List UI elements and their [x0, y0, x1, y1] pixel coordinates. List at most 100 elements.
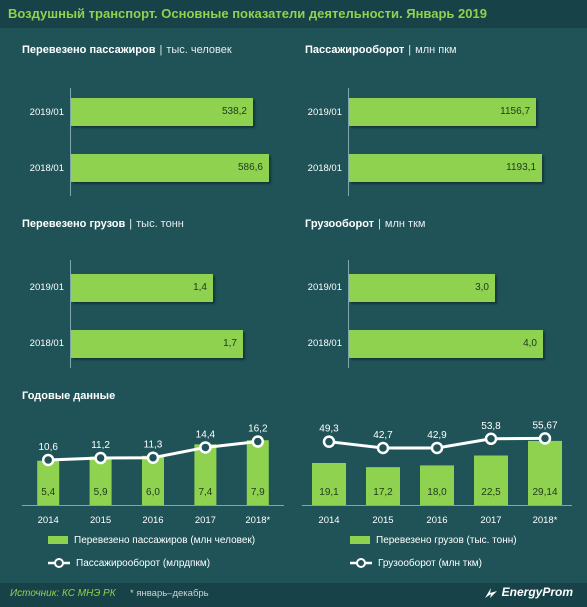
annual-line-value: 53,8 — [481, 421, 501, 432]
panel-title-passengers: Перевезено пассажиров | тыс. человек — [22, 44, 232, 56]
panel-unit: млн пкм — [415, 44, 457, 56]
panel-unit: млн ткм — [384, 218, 426, 230]
annual-bar-2014 — [312, 462, 346, 505]
year-tick-label: 2016 — [426, 515, 447, 526]
panel-unit: тыс. человек — [166, 44, 232, 56]
annual-bar-value: 29,14 — [532, 487, 557, 498]
row-label: 2018/01 — [29, 163, 64, 174]
panel-title-cargo: Перевезено грузов | тыс. тонн — [22, 218, 184, 230]
panel-title-text: Перевезено пассажиров — [22, 44, 156, 56]
annual-line-point — [199, 441, 212, 454]
annual-line-value: 49,3 — [319, 424, 339, 435]
legend-label: Грузооборот (млн ткм) — [378, 558, 482, 569]
annual-bar-value: 6,0 — [146, 487, 160, 498]
brand-name: EnergyProm — [501, 585, 573, 599]
axis-line — [348, 260, 349, 368]
annual-line-value: 11,2 — [91, 440, 110, 451]
annual-line-value: 11,3 — [144, 440, 163, 451]
bar-value-label: 1,7 — [223, 338, 237, 349]
annual-line-value: 10,6 — [38, 442, 58, 453]
lightning-icon — [484, 587, 497, 598]
bar-value-label: 4,0 — [523, 338, 537, 349]
annual-line-point — [94, 451, 107, 465]
legend-item-passengers: Перевезено пассажиров (млн человек) — [48, 535, 255, 546]
panel-title-text: Грузооборот — [305, 218, 375, 230]
annual-bar-2017 — [194, 444, 217, 505]
annual-line-value: 55,67 — [532, 420, 557, 431]
annual-bar-2015 — [366, 467, 400, 505]
bar-2019-01: 538,2 — [71, 98, 253, 126]
year-tick-label: 2014 — [318, 515, 339, 526]
bar-value-label: 1193,1 — [506, 162, 536, 173]
annual-line-point — [484, 432, 498, 446]
annual-bar-2016 — [420, 465, 454, 505]
annual-bar-2018* — [246, 440, 269, 505]
bar-value-label: 586,6 — [237, 162, 263, 173]
annual-line-point — [430, 441, 444, 455]
legend-label: Перевезено грузов (тыс. тонн) — [376, 535, 517, 546]
annual-bar-value: 7,9 — [251, 487, 265, 498]
annual-bar-value: 19,1 — [319, 487, 339, 498]
annual-bar-value: 5,4 — [41, 487, 55, 498]
panel-title-text: Пассажирооборот — [305, 44, 405, 56]
bar-value-label: 1156,7 — [500, 106, 530, 117]
annual-bar-value: 7,4 — [198, 487, 212, 498]
legend-line-swatch — [48, 558, 70, 569]
axis-line — [70, 88, 71, 196]
panel-unit: тыс. тонн — [136, 218, 184, 230]
panel-title-cargo-turnover: Грузооборот | млн ткм — [305, 218, 425, 230]
row-label: 2018/01 — [307, 338, 342, 349]
annual-line-point — [538, 432, 552, 445]
source-text: Источник: КС МНЭ РК — [10, 588, 116, 599]
year-tick-label: 2016 — [142, 515, 163, 526]
annual-bar-value: 18,0 — [427, 487, 447, 498]
panel-title-passenger-turnover: Пассажирооборот | млн пкм — [305, 44, 457, 56]
legend-bar-swatch — [350, 536, 370, 545]
footer-bar — [0, 583, 587, 607]
row-label: 2019/01 — [29, 282, 64, 293]
bar-2018-01: 1,7 — [71, 330, 243, 358]
annual-line-point — [146, 451, 160, 464]
annual-line-value: 42,9 — [427, 430, 447, 441]
bar-value-label: 538,2 — [221, 106, 247, 117]
axis-line — [70, 260, 71, 368]
year-tick-label: 2018* — [245, 515, 270, 526]
bar-value-label: 1,4 — [193, 282, 207, 293]
annual-chart-passengers: 5,4 2014 5,9 2015 6,0 2016 7,4 2017 7,9 2018* 10,6… — [22, 424, 284, 526]
year-tick-label: 2015 — [372, 515, 393, 526]
bar-2019-01: 1156,7 — [349, 98, 536, 126]
unit-separator: | — [408, 44, 412, 56]
annual-bar-2016 — [142, 455, 164, 505]
annual-chart-cargo: 19,1 2014 17,2 2015 18,0 2016 22,5 2017 29,14 201… — [302, 420, 572, 526]
legend-bar-swatch — [48, 536, 68, 545]
legend-line-swatch — [350, 558, 372, 569]
legend-label: Перевезено пассажиров (млн человек) — [74, 535, 256, 546]
footnote-text: * январь–декабрь — [130, 588, 209, 599]
brand-logo: EnergyProm — [482, 585, 573, 600]
bar-2019-01: 3,0 — [349, 274, 495, 302]
annual-bar-value: 17,2 — [373, 487, 393, 498]
legend-label: Пассажирооборот (млрдпкм) — [76, 558, 211, 569]
row-label: 2018/01 — [307, 163, 342, 174]
annual-line-point — [322, 435, 336, 448]
annual-line-point — [376, 441, 390, 455]
bar-2018-01: 586,6 — [71, 154, 269, 182]
annual-line-point — [251, 435, 265, 448]
year-tick-label: 2017 — [195, 515, 216, 526]
legend-item-cargo-turnover: Грузооборот (млн ткм) — [350, 558, 482, 569]
annual-bar-value: 22,5 — [481, 487, 501, 498]
annual-bar-2018* — [528, 440, 562, 505]
year-tick-label: 2017 — [480, 515, 501, 526]
year-tick-label: 2014 — [38, 515, 59, 526]
row-label: 2019/01 — [307, 107, 342, 118]
bar-value-label: 3,0 — [475, 282, 489, 293]
row-label: 2018/01 — [29, 338, 64, 349]
page-title: Воздушный транспорт. Основные показатели… — [0, 0, 587, 28]
unit-separator: | — [159, 44, 163, 56]
bar-2018-01: 4,0 — [349, 330, 543, 358]
legend-item-passenger-turnover: Пассажирооборот (млрдпкм) — [48, 558, 210, 569]
unit-separator: | — [129, 218, 133, 230]
year-tick-label: 2015 — [90, 515, 111, 526]
panel-title-text: Перевезено грузов — [22, 218, 126, 230]
annual-bar-2014 — [37, 460, 60, 505]
